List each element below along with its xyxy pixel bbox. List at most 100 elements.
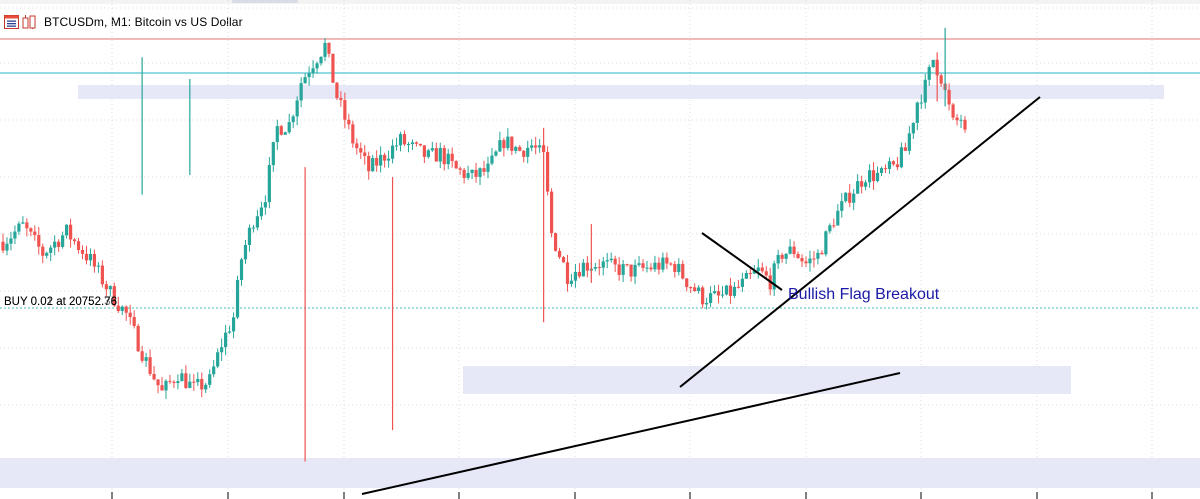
candle-body [212, 366, 216, 375]
candle-body [196, 378, 200, 383]
candle-body [65, 224, 69, 236]
candle-body [796, 254, 800, 259]
candle-body [832, 225, 836, 227]
candle-body [279, 126, 283, 135]
candle-body [939, 75, 943, 84]
candle-body [367, 155, 371, 172]
candle-body [665, 257, 669, 264]
candle-body [808, 258, 812, 264]
window-top-strip [0, 0, 1200, 4]
candle-body [299, 83, 303, 101]
candle-body [534, 145, 538, 148]
candle-body [124, 306, 128, 313]
candle-body [184, 373, 188, 388]
candle-body [450, 153, 454, 162]
candle-body [573, 271, 578, 281]
candle-body [764, 271, 768, 276]
candle-body [100, 265, 104, 285]
candle-body [61, 235, 65, 247]
candle-body [549, 191, 554, 234]
candle-body [784, 253, 788, 259]
candle-body [561, 257, 566, 263]
candle-body [192, 381, 196, 383]
candle-body [188, 381, 192, 388]
trendline-long-support [361, 372, 901, 495]
candle-body [156, 379, 160, 386]
bar-chart-icon[interactable] [22, 15, 37, 29]
candle-body [398, 134, 403, 146]
candle-body [875, 172, 880, 182]
trendline-flag-support [679, 96, 1041, 388]
candle-body [271, 142, 275, 166]
candle-body [351, 124, 355, 144]
candle-body [176, 381, 180, 384]
candle-body [840, 201, 844, 211]
candle-body [856, 181, 860, 194]
candle-body [804, 261, 808, 264]
candle-body [780, 254, 784, 259]
chart-list-icon[interactable] [4, 15, 19, 29]
candle-body [21, 222, 25, 224]
candle-body [323, 42, 327, 57]
candle-body [577, 271, 582, 277]
candle-body [498, 140, 502, 152]
candle-body [613, 258, 617, 265]
candle-body [136, 325, 140, 352]
candle-body [335, 82, 339, 99]
candle-body [557, 250, 562, 258]
candle-body [76, 241, 81, 250]
candle-body [625, 264, 629, 266]
candle-body [927, 66, 931, 80]
candle-body [617, 264, 621, 275]
candle-body [88, 253, 93, 261]
candle-body [645, 267, 649, 269]
candle-body [907, 133, 911, 151]
candle-body [275, 126, 279, 143]
candle-body [263, 202, 267, 208]
candle-body [227, 331, 232, 333]
candle-body [418, 143, 422, 146]
candle-body [816, 252, 820, 259]
candle-body [235, 279, 240, 318]
candle-body [291, 116, 295, 123]
candle-body [41, 246, 45, 256]
candle-body [879, 168, 884, 173]
candle-body [247, 227, 252, 245]
candle-body [458, 168, 462, 170]
candle-body [681, 263, 685, 279]
candle-body [581, 262, 585, 277]
candle-body [895, 164, 900, 168]
candle-body [776, 254, 780, 264]
time-axis-ticks [111, 492, 1153, 499]
candle-body [740, 278, 744, 287]
candle-body [752, 271, 756, 274]
candle-body [243, 244, 248, 260]
candle-body [848, 192, 852, 203]
candle-body [919, 102, 923, 104]
chart-tab-edge[interactable] [232, 0, 298, 3]
candle-body [25, 222, 29, 229]
candle-body [116, 305, 120, 312]
candle-body [220, 347, 224, 353]
candle-body [693, 287, 697, 292]
candle-body [307, 73, 311, 78]
candle-body [224, 332, 228, 348]
candle-body [538, 145, 542, 148]
candle-body [522, 150, 526, 157]
candle-body [685, 278, 689, 288]
candle-body [371, 158, 375, 172]
candle-body [728, 285, 733, 296]
candle-body [104, 284, 108, 290]
candle-body [637, 263, 641, 265]
candle-body [569, 280, 574, 284]
candle-body [29, 228, 33, 232]
candle-body [649, 267, 653, 270]
candle-body [867, 170, 872, 183]
candle-body [792, 246, 796, 255]
candle-body [49, 247, 53, 253]
candle-body [80, 249, 85, 254]
candle-body [669, 263, 673, 265]
candle-body [216, 352, 220, 367]
candle-body [68, 224, 73, 240]
